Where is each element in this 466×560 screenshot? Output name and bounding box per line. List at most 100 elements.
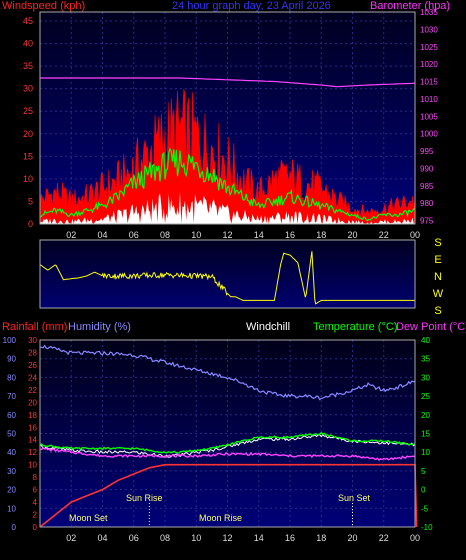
temp-x-tick-label: 04 bbox=[97, 533, 107, 543]
barometer-tick-label: 980 bbox=[420, 199, 434, 208]
temp-x-tick-label: 12 bbox=[222, 533, 232, 543]
compass-letter: E bbox=[434, 254, 441, 266]
temperature-tick-label: 20 bbox=[421, 411, 430, 420]
rainfall-tick-label: 0 bbox=[33, 523, 38, 532]
windspeed-tick-label: 40 bbox=[23, 39, 33, 49]
barometer-tick-label: 1015 bbox=[420, 78, 438, 87]
compass-letter: S bbox=[434, 305, 441, 317]
temp-x-tick-label: 10 bbox=[191, 533, 201, 543]
humidity-axis-label: Humidity (%) bbox=[68, 321, 131, 333]
wind-x-tick-label: 06 bbox=[129, 230, 139, 240]
windspeed-tick-label: 10 bbox=[23, 174, 33, 184]
average-wind-series bbox=[39, 147, 416, 222]
humidity-series bbox=[40, 344, 416, 401]
windchill-series bbox=[39, 434, 416, 458]
windspeed-tick-label: 35 bbox=[23, 61, 33, 71]
temp-x-tick-label: 22 bbox=[379, 533, 389, 543]
rainfall-tick-label: 4 bbox=[33, 498, 38, 507]
temperature-tick-label: 40 bbox=[421, 336, 430, 345]
rainfall-tick-label: 18 bbox=[28, 411, 37, 420]
wind-x-tick-label: 04 bbox=[97, 230, 107, 240]
rainfall-tick-label: 6 bbox=[33, 486, 38, 495]
temperature-series bbox=[39, 431, 416, 454]
rainfall-tick-label: 26 bbox=[28, 361, 37, 370]
barometer-tick-label: 1030 bbox=[420, 25, 438, 34]
moon-set-label: Moon Set bbox=[69, 513, 108, 523]
temperature-tick-label: 10 bbox=[421, 448, 430, 457]
windspeed-tick-label: 5 bbox=[28, 196, 33, 206]
wind-x-tick-label: 12 bbox=[222, 230, 232, 240]
temp-chart-frame bbox=[39, 339, 416, 528]
wind-x-tick-label: 10 bbox=[191, 230, 201, 240]
humidity-tick-label: 30 bbox=[7, 467, 16, 476]
temperature-legend: Temperature (°C) bbox=[313, 321, 397, 333]
rainfall-tick-label: 14 bbox=[28, 436, 37, 445]
windspeed-tick-label: 0 bbox=[28, 219, 33, 229]
sun-set-label: Sun Set bbox=[338, 493, 371, 503]
barometer-series bbox=[40, 77, 416, 88]
humidity-tick-label: 0 bbox=[12, 523, 17, 532]
temp-x-tick-label: 02 bbox=[66, 533, 76, 543]
barometer-tick-label: 1010 bbox=[420, 95, 438, 104]
direction-chart-background bbox=[40, 240, 415, 308]
barometer-tick-label: 990 bbox=[420, 164, 434, 173]
humidity-tick-label: 10 bbox=[7, 504, 16, 513]
moon-rise-label: Moon Rise bbox=[199, 513, 242, 523]
sun-rise-label: Sun Rise bbox=[126, 493, 163, 503]
temperature-tick-label: 0 bbox=[421, 486, 426, 495]
rainfall-axis-label: Rainfall (mm) bbox=[2, 321, 67, 333]
wind-x-tick-label: 00 bbox=[410, 230, 420, 240]
compass-letter: W bbox=[433, 288, 444, 300]
wind-direction-series bbox=[39, 251, 415, 305]
temp-x-tick-label: 08 bbox=[160, 533, 170, 543]
rainfall-tick-label: 20 bbox=[28, 398, 37, 407]
rainfall-tick-label: 10 bbox=[28, 461, 37, 470]
rainfall-tick-label: 28 bbox=[28, 348, 37, 357]
windchill-legend: Windchill bbox=[246, 321, 290, 333]
rainfall-tick-label: 12 bbox=[28, 448, 37, 457]
temperature-tick-label: 30 bbox=[421, 373, 430, 382]
direction-chart-frame bbox=[39, 239, 416, 309]
wind-x-tick-label: 16 bbox=[285, 230, 295, 240]
gust-series bbox=[39, 88, 416, 225]
windspeed-tick-label: 45 bbox=[23, 16, 33, 26]
dewpoint-legend: Dew Point (°C) bbox=[396, 321, 466, 333]
temperature-tick-label: 25 bbox=[421, 392, 430, 401]
humidity-tick-label: 50 bbox=[7, 430, 16, 439]
humidity-tick-label: 100 bbox=[3, 336, 17, 345]
wind-chart-frame bbox=[39, 11, 416, 225]
rainfall-tick-label: 8 bbox=[33, 473, 38, 482]
rainfall-series bbox=[39, 463, 418, 528]
temperature-tick-label: 35 bbox=[421, 355, 430, 364]
rainfall-tick-label: 30 bbox=[28, 336, 37, 345]
temp-x-tick-label: 18 bbox=[316, 533, 326, 543]
wind-x-tick-label: 14 bbox=[254, 230, 264, 240]
temperature-tick-label: -10 bbox=[421, 523, 433, 532]
windspeed-tick-label: 25 bbox=[23, 106, 33, 116]
temp-x-tick-label: 14 bbox=[254, 533, 264, 543]
wind-x-tick-label: 08 bbox=[160, 230, 170, 240]
barometer-tick-label: 975 bbox=[420, 217, 434, 226]
windspeed-tick-label: 30 bbox=[23, 84, 33, 94]
wind-x-tick-label: 22 bbox=[379, 230, 389, 240]
rainfall-tick-label: 2 bbox=[33, 511, 38, 520]
temp-x-tick-label: 16 bbox=[285, 533, 295, 543]
barometer-tick-label: 1025 bbox=[420, 43, 438, 52]
humidity-tick-label: 70 bbox=[7, 392, 16, 401]
temp-x-tick-label: 20 bbox=[347, 533, 357, 543]
humidity-tick-label: 60 bbox=[7, 411, 16, 420]
temperature-tick-label: 5 bbox=[421, 467, 426, 476]
barometer-tick-label: 1020 bbox=[420, 60, 438, 69]
barometer-tick-label: 985 bbox=[420, 182, 434, 191]
humidity-tick-label: 90 bbox=[7, 355, 16, 364]
windspeed-tick-label: 15 bbox=[23, 151, 33, 161]
compass-letter: S bbox=[434, 237, 441, 249]
wind-x-tick-label: 18 bbox=[316, 230, 326, 240]
temperature-tick-label: 15 bbox=[421, 430, 430, 439]
barometer-tick-label: 995 bbox=[420, 147, 434, 156]
temp-x-tick-label: 06 bbox=[129, 533, 139, 543]
barometer-tick-label: 1005 bbox=[420, 112, 438, 121]
rainfall-tick-label: 24 bbox=[28, 373, 37, 382]
